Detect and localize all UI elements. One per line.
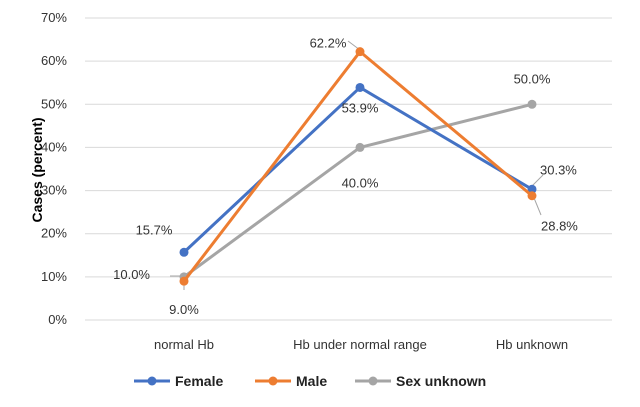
data-point xyxy=(179,247,189,257)
legend-item: Sex unknown xyxy=(355,373,486,389)
y-tick-label: 40% xyxy=(41,139,67,154)
y-tick-label: 60% xyxy=(41,53,67,68)
y-axis-ticks: 0% 10% 20% 30% 40% 50% 60% 70% xyxy=(41,10,67,327)
label-leader-lines xyxy=(170,40,544,290)
legend-label: Sex unknown xyxy=(396,373,486,389)
x-tick-label: Hb under normal range xyxy=(293,337,427,352)
data-label: 9.0% xyxy=(169,302,199,317)
y-tick-label: 20% xyxy=(41,226,67,241)
y-axis-label: Cases (percent) xyxy=(29,117,45,222)
data-point xyxy=(355,142,365,152)
data-labels: 15.7% 53.9% 30.3% 9.0% 62.2% 28.8% 10.0% 40.0% 5… xyxy=(113,36,578,318)
legend-item: Female xyxy=(134,373,223,389)
y-tick-label: 50% xyxy=(41,96,67,111)
series-female xyxy=(179,82,537,257)
y-tick-label: 30% xyxy=(41,183,67,198)
y-tick-label: 70% xyxy=(41,10,67,25)
leader-line xyxy=(531,174,544,187)
legend-marker xyxy=(268,376,278,386)
legend: Female Male Sex unknown xyxy=(134,373,486,389)
data-point xyxy=(527,184,537,194)
data-label: 10.0% xyxy=(113,267,150,282)
x-tick-label: normal Hb xyxy=(154,337,214,352)
data-point xyxy=(527,99,537,109)
y-tick-label: 0% xyxy=(48,312,67,327)
legend-label: Female xyxy=(175,373,223,389)
data-label: 15.7% xyxy=(136,222,173,237)
x-axis-ticks: normal Hb Hb under normal range Hb unknown xyxy=(154,337,568,352)
data-label: 50.0% xyxy=(514,71,551,86)
data-label: 53.9% xyxy=(342,100,379,115)
legend-item: Male xyxy=(255,373,327,389)
y-tick-label: 10% xyxy=(41,269,67,284)
gridlines xyxy=(85,17,612,321)
data-point xyxy=(355,82,365,92)
data-label: 40.0% xyxy=(342,175,379,190)
series-male xyxy=(179,47,537,286)
data-point xyxy=(355,47,365,57)
legend-label: Male xyxy=(296,373,327,389)
legend-marker xyxy=(147,376,157,386)
x-tick-label: Hb unknown xyxy=(496,337,568,352)
legend-marker xyxy=(368,376,378,386)
series xyxy=(179,47,537,286)
data-point xyxy=(527,191,537,201)
data-label: 28.8% xyxy=(541,219,578,234)
data-label: 30.3% xyxy=(540,162,577,177)
data-label: 62.2% xyxy=(310,36,347,51)
data-point xyxy=(179,276,189,286)
